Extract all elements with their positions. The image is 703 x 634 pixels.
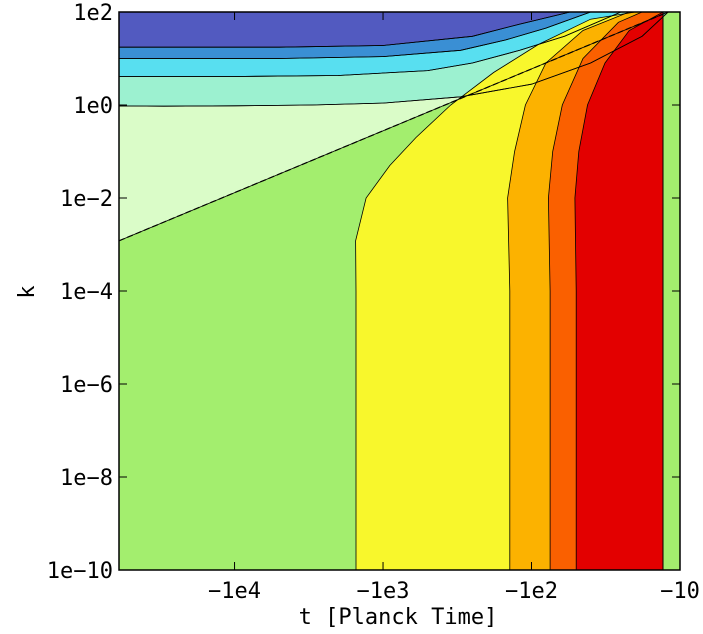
y-tick-label-2: 1e−8 xyxy=(60,466,113,491)
contour-region-9 xyxy=(574,12,664,570)
contour-region-5 xyxy=(119,12,571,48)
dashed-boundary-line xyxy=(118,11,669,242)
x-tick-label-3: −1e2 xyxy=(505,579,558,604)
y-tick-label-7: 1e2 xyxy=(73,1,113,26)
y-axis-label: k xyxy=(15,285,40,298)
contour-region-4 xyxy=(119,12,591,59)
y-axis-ticks: 1e−10 1e−8 1e−6 1e−4 1e−2 1e0 1e2 xyxy=(47,1,680,584)
x-tick-label-1: −1e4 xyxy=(208,579,261,604)
y-tick-label-1: 1e−10 xyxy=(47,559,113,584)
y-tick-label-3: 1e−6 xyxy=(60,373,113,398)
x-axis-ticks: −1e4 −1e3 −1e2 −10 xyxy=(208,12,700,604)
x-tick-label-4: −10 xyxy=(660,579,700,604)
x-tick-label-2: −1e3 xyxy=(357,579,410,604)
y-tick-label-5: 1e−2 xyxy=(60,187,113,212)
contour-region-3 xyxy=(119,12,621,77)
y-tick-label-6: 1e0 xyxy=(73,94,113,119)
contour-line-9 xyxy=(574,11,664,571)
y-tick-label-4: 1e−4 xyxy=(60,280,113,305)
contour-regions xyxy=(119,12,680,570)
x-axis-label: t [Planck Time] xyxy=(299,605,498,630)
